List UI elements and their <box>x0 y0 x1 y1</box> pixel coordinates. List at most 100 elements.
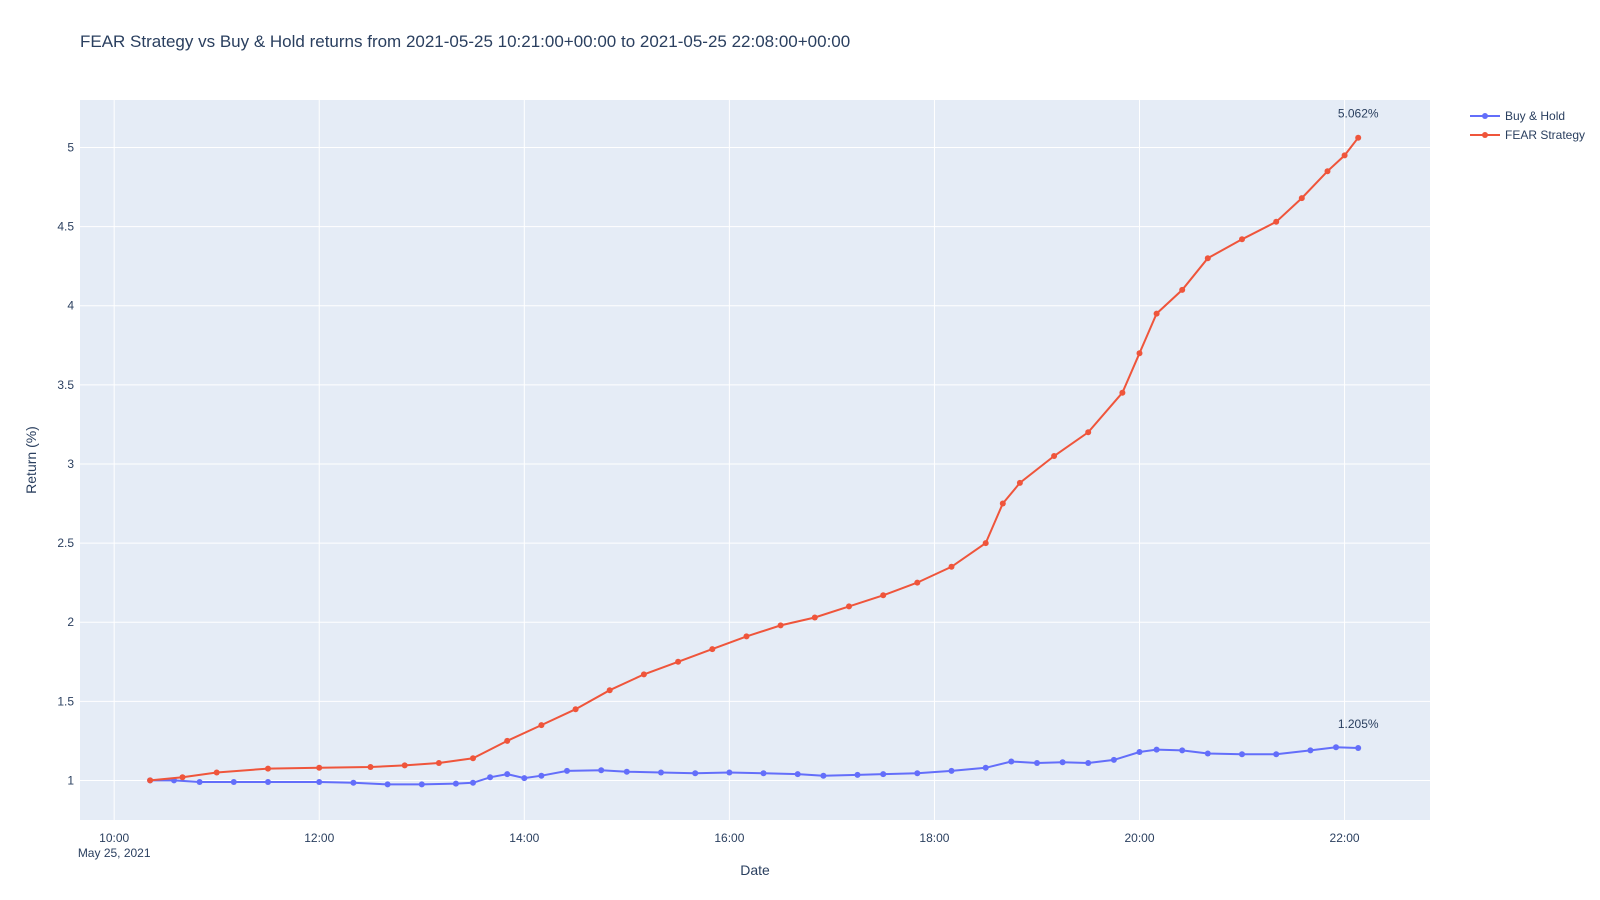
data-point[interactable] <box>147 777 154 784</box>
grid <box>80 100 1430 820</box>
data-point[interactable] <box>1273 751 1280 758</box>
data-point[interactable] <box>538 722 545 729</box>
data-point[interactable] <box>777 622 784 629</box>
data-point[interactable] <box>350 779 357 786</box>
data-point[interactable] <box>854 771 861 778</box>
data-point[interactable] <box>1085 760 1092 766</box>
data-point[interactable] <box>1110 756 1117 763</box>
data-point[interactable] <box>401 762 408 769</box>
data-point[interactable] <box>179 774 186 781</box>
end-value-label: 5.062% <box>1338 107 1379 121</box>
data-point[interactable] <box>452 780 459 787</box>
data-point[interactable] <box>820 772 827 779</box>
data-point[interactable] <box>435 760 442 766</box>
y-tick-label: 4 <box>67 299 74 313</box>
legend-item-fear-strategy[interactable]: FEAR Strategy <box>1470 125 1585 144</box>
data-point[interactable] <box>640 671 647 678</box>
y-tick-label: 1.5 <box>57 694 74 708</box>
data-point[interactable] <box>230 779 237 785</box>
data-point[interactable] <box>1341 152 1348 159</box>
data-point[interactable] <box>1153 746 1160 753</box>
data-point[interactable] <box>1333 744 1339 751</box>
data-point[interactable] <box>418 781 425 788</box>
data-point[interactable] <box>623 768 630 775</box>
data-point[interactable] <box>811 614 818 621</box>
data-point[interactable] <box>598 767 605 774</box>
data-point[interactable] <box>265 765 271 772</box>
data-point[interactable] <box>880 592 887 599</box>
data-point[interactable] <box>880 771 887 778</box>
data-point[interactable] <box>1298 195 1305 202</box>
end-value-label: 1.205% <box>1338 717 1379 731</box>
data-point[interactable] <box>1119 389 1126 396</box>
data-point[interactable] <box>982 764 989 771</box>
data-point[interactable] <box>1204 255 1211 262</box>
data-point[interactable] <box>709 646 716 653</box>
data-point[interactable] <box>1324 168 1331 175</box>
x-tick-label: 14:00 <box>509 831 539 845</box>
data-point[interactable] <box>1204 750 1211 757</box>
series-buy-hold[interactable]: 1.205% <box>147 717 1379 788</box>
data-point[interactable] <box>1355 134 1362 141</box>
data-point[interactable] <box>914 579 921 586</box>
data-point[interactable] <box>1153 310 1160 317</box>
series-fear-strategy[interactable]: 5.062% <box>147 107 1379 784</box>
data-point[interactable] <box>1239 236 1245 243</box>
data-point[interactable] <box>1085 429 1092 436</box>
data-point[interactable] <box>948 563 955 570</box>
data-point[interactable] <box>692 770 699 777</box>
y-tick-label: 3 <box>67 457 74 471</box>
data-point[interactable] <box>564 767 570 774</box>
x-tick-label: 12:00 <box>304 831 334 845</box>
data-point[interactable] <box>521 775 528 782</box>
data-point[interactable] <box>1307 747 1314 754</box>
data-point[interactable] <box>470 779 476 786</box>
x-tick-label: 22:00 <box>1330 831 1360 845</box>
data-point[interactable] <box>760 770 767 777</box>
data-point[interactable] <box>367 764 374 770</box>
data-point[interactable] <box>504 737 511 744</box>
data-point[interactable] <box>504 771 511 778</box>
data-point[interactable] <box>265 779 271 785</box>
data-point[interactable] <box>1355 745 1362 751</box>
data-point[interactable] <box>982 540 989 547</box>
data-point[interactable] <box>794 771 801 778</box>
data-point[interactable] <box>316 779 323 785</box>
y-tick-label: 3.5 <box>57 378 74 392</box>
data-point[interactable] <box>538 772 545 779</box>
data-point[interactable] <box>999 500 1006 507</box>
x-axis-title: Date <box>740 862 770 878</box>
data-point[interactable] <box>1239 751 1245 758</box>
data-point[interactable] <box>1051 453 1058 459</box>
data-point[interactable] <box>470 755 476 762</box>
data-point[interactable] <box>914 770 921 777</box>
data-point[interactable] <box>1008 758 1015 765</box>
chart-title: FEAR Strategy vs Buy & Hold returns from… <box>80 32 851 51</box>
data-point[interactable] <box>846 603 852 610</box>
data-point[interactable] <box>1273 218 1280 225</box>
legend-item-buy-hold[interactable]: Buy & Hold <box>1470 106 1585 125</box>
data-point[interactable] <box>1059 759 1066 766</box>
data-point[interactable] <box>658 769 664 776</box>
data-point[interactable] <box>487 774 494 781</box>
data-point[interactable] <box>572 706 579 713</box>
x-tick-sublabel: May 25, 2021 <box>78 846 151 860</box>
data-point[interactable] <box>196 779 203 785</box>
data-point[interactable] <box>384 781 391 788</box>
x-tick-label: 18:00 <box>919 831 949 845</box>
data-point[interactable] <box>316 764 323 771</box>
data-point[interactable] <box>1136 350 1143 357</box>
data-point[interactable] <box>743 633 750 640</box>
series-layer[interactable]: 1.205% 5.062% <box>147 107 1379 788</box>
plot-background <box>80 100 1430 820</box>
data-point[interactable] <box>726 769 733 776</box>
data-point[interactable] <box>1034 760 1040 766</box>
data-point[interactable] <box>213 769 220 776</box>
data-point[interactable] <box>606 687 613 694</box>
data-point[interactable] <box>1179 747 1186 754</box>
data-point[interactable] <box>948 767 955 774</box>
data-point[interactable] <box>1179 286 1186 293</box>
data-point[interactable] <box>1136 749 1143 755</box>
data-point[interactable] <box>675 658 682 665</box>
data-point[interactable] <box>1016 479 1023 486</box>
